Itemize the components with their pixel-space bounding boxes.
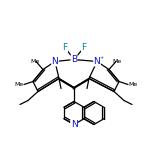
Text: N: N: [71, 120, 77, 129]
Text: ⁻: ⁻: [76, 57, 80, 66]
Text: Me: Me: [15, 82, 24, 87]
Text: Me: Me: [30, 59, 40, 64]
Text: B: B: [71, 55, 77, 64]
Text: N: N: [52, 57, 58, 66]
Text: Me: Me: [128, 82, 137, 87]
Text: N: N: [94, 57, 100, 66]
Text: ⁺: ⁺: [100, 55, 104, 64]
Text: Me: Me: [112, 59, 122, 64]
Text: F: F: [81, 43, 86, 52]
Text: F: F: [62, 43, 67, 52]
